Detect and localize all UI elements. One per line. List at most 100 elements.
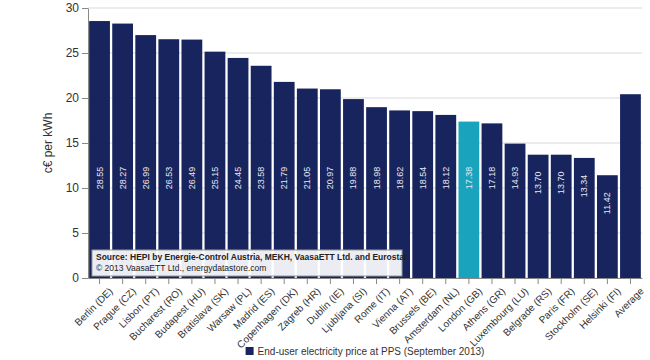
y-tick-mark [82, 98, 88, 99]
x-tick-label: Average [612, 285, 646, 319]
y-tick-mark [82, 278, 88, 279]
bar [228, 58, 249, 278]
x-tick-mark [191, 278, 192, 284]
y-axis-line [88, 9, 89, 279]
bar [251, 66, 272, 278]
y-tick-mark [82, 188, 88, 189]
y-tick-label: 25 [66, 46, 80, 60]
data-label: 28.55 [95, 167, 105, 190]
y-tick-mark [82, 233, 88, 234]
x-tick: Zagreb (HR) [276, 278, 323, 333]
x-tick-mark [307, 278, 308, 284]
data-label: 28.27 [118, 167, 128, 190]
y-tick: 5 [72, 226, 88, 240]
legend-swatch [246, 347, 254, 355]
data-label: 14.93 [510, 167, 520, 190]
bar [205, 52, 226, 278]
source-note: Source: HEPI by Energie-Control Austria,… [92, 250, 407, 276]
x-tick-mark [330, 278, 331, 284]
bar [112, 24, 133, 278]
x-tick-mark [607, 278, 608, 284]
data-label: 18.62 [395, 167, 405, 190]
x-tick-mark [491, 278, 492, 284]
x-tick-mark [214, 278, 215, 284]
x-tick-mark [399, 278, 400, 284]
x-tick-mark [468, 278, 469, 284]
y-tick-label: 20 [66, 91, 80, 105]
y-tick-label: 15 [66, 136, 80, 150]
data-label: 25.15 [210, 167, 220, 190]
x-tick-mark [422, 278, 423, 284]
x-tick-mark [353, 278, 354, 284]
x-tick-mark [538, 278, 539, 284]
bar [158, 39, 179, 278]
x-tick-mark [284, 278, 285, 284]
data-label: 26.53 [164, 167, 174, 190]
bar [412, 111, 433, 278]
y-tick: 20 [66, 91, 88, 105]
chart: 0 5 10 15 20 25 30 Berlin (DE)Prague (CZ)Lisbon… [0, 0, 650, 360]
data-label: 17.38 [464, 167, 474, 190]
bar [574, 158, 595, 278]
x-axis: Berlin (DE)Prague (CZ)Lisbon (PT)Buchare… [72, 278, 646, 350]
y-tick-mark [82, 53, 88, 54]
y-tick: 15 [66, 136, 88, 150]
data-label: 26.99 [141, 167, 151, 190]
legend: End-user electricity price at PPS (Septe… [246, 346, 485, 357]
data-label: 18.98 [372, 167, 382, 190]
bar [597, 175, 618, 278]
x-tick-mark [515, 278, 516, 284]
legend-label: End-user electricity price at PPS (Septe… [258, 346, 485, 357]
y-tick-label: 0 [72, 271, 79, 285]
y-axis-title: c€ per kWh [41, 113, 55, 174]
bar [89, 21, 110, 278]
annotation: © 2013 VaasaETT Ltd., energydatastore.co… [96, 263, 266, 273]
data-label: 11.42 [602, 192, 612, 214]
x-tick-mark [261, 278, 262, 284]
y-axis: 0 5 10 15 20 25 30 [66, 1, 89, 285]
bar [551, 155, 572, 278]
annotation: Source: HEPI by Energie-Control Austria,… [96, 252, 407, 262]
y-tick-mark [82, 8, 88, 9]
data-label: 19.88 [348, 167, 358, 190]
x-tick-mark [630, 278, 631, 284]
y-tick-label: 30 [66, 1, 80, 15]
data-label: 24.45 [233, 167, 243, 190]
y-tick: 10 [66, 181, 88, 195]
x-tick: Prague (CZ) [91, 278, 138, 332]
y-tick-mark [82, 143, 88, 144]
data-labels: 28.5528.2726.9926.5326.4925.1524.4523.58… [95, 167, 613, 214]
data-label: 20.97 [325, 167, 335, 190]
x-axis-line [89, 278, 643, 279]
data-label: 18.54 [418, 167, 428, 190]
y-tick-label: 5 [72, 226, 79, 240]
data-label: 13.70 [533, 171, 543, 194]
plot: 0 5 10 15 20 25 30 Berlin (DE)Prague (CZ)Lisbon… [66, 1, 646, 350]
y-tick: 0 [72, 271, 88, 285]
x-tick-mark [445, 278, 446, 284]
x-tick-mark [122, 278, 123, 284]
bar [458, 122, 479, 278]
x-tick-mark [145, 278, 146, 284]
data-label: 21.79 [279, 167, 289, 190]
bar [620, 94, 641, 278]
data-label: 13.70 [556, 171, 566, 194]
x-tick-mark [561, 278, 562, 284]
x-tick-mark [238, 278, 239, 284]
x-tick-mark [584, 278, 585, 284]
x-tick-mark [376, 278, 377, 284]
x-tick: Warsaw (PL) [205, 278, 253, 334]
y-tick-label: 10 [66, 181, 80, 195]
data-label: 18.12 [441, 167, 451, 190]
x-tick-mark [168, 278, 169, 284]
y-tick: 25 [66, 46, 88, 60]
x-tick: Average [612, 278, 646, 320]
grid-line [88, 8, 642, 9]
bars [89, 21, 641, 278]
bar [435, 115, 456, 278]
data-label: 21.05 [302, 167, 312, 190]
bar [482, 123, 503, 278]
bar [135, 35, 156, 278]
data-label: 13.34 [579, 175, 589, 198]
bar [528, 155, 549, 278]
